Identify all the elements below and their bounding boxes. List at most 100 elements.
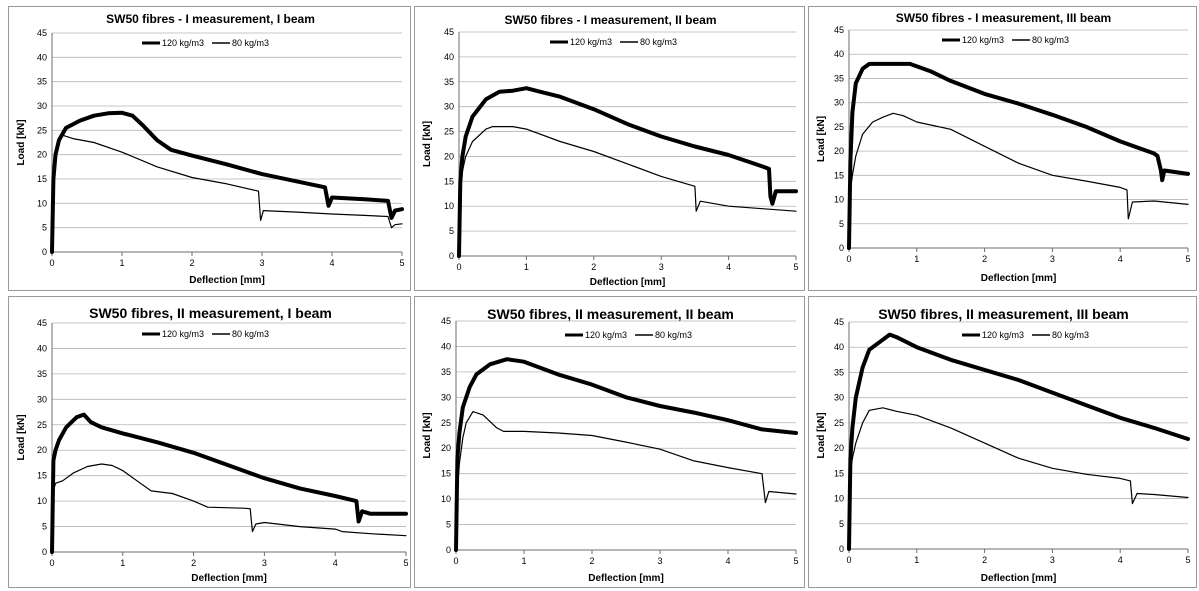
legend-label: 120 kg/m3 — [162, 38, 204, 48]
y-tick-label: 25 — [441, 418, 451, 428]
x-tick-label: 2 — [982, 254, 987, 264]
y-tick-label: 45 — [834, 25, 844, 35]
x-tick-label: 5 — [403, 558, 408, 568]
chart-5: SW50 fibres, II measurement, II beam0510… — [422, 306, 799, 584]
x-tick-label: 3 — [659, 262, 664, 272]
series-line-80 — [458, 126, 797, 257]
y-tick-label: 35 — [834, 73, 844, 83]
legend-label: 80 kg/m3 — [1052, 330, 1089, 340]
y-tick-label: 40 — [444, 52, 454, 62]
series-line-80 — [51, 134, 403, 253]
y-tick-label: 10 — [834, 195, 844, 205]
series-line-120 — [50, 110, 404, 254]
chart-title: SW50 fibres, II measurement, II beam — [487, 306, 734, 322]
chart-panel-5: SW50 fibres, II measurement, II beam 0 5 10… — [414, 296, 805, 588]
y-tick-label: 15 — [441, 469, 451, 479]
x-tick-label: 0 — [49, 558, 54, 568]
x-tick-label: 0 — [846, 254, 851, 264]
chart-title: SW50 fibres - I measurement, III beam — [896, 11, 1111, 25]
x-tick-label: 0 — [456, 262, 461, 272]
x-tick-label: 4 — [1118, 254, 1123, 264]
series-line-80 — [455, 411, 797, 551]
y-tick-label: 40 — [37, 52, 47, 62]
y-tick-label: 20 — [37, 150, 47, 160]
y-tick-label: 45 — [37, 318, 47, 328]
y-axis-label: Load [kN] — [422, 412, 433, 458]
y-tick-label: 10 — [37, 496, 47, 506]
x-tick-label: 1 — [521, 556, 526, 566]
x-tick-label: 2 — [589, 556, 594, 566]
y-tick-label: 30 — [37, 101, 47, 111]
y-tick-label: 20 — [444, 151, 454, 161]
x-tick-label: 1 — [119, 258, 124, 268]
y-tick-label: 5 — [42, 223, 47, 233]
series-line-120 — [457, 86, 798, 258]
legend-label: 120 kg/m3 — [962, 35, 1004, 45]
x-tick-label: 2 — [189, 258, 194, 268]
y-tick-label: 10 — [37, 198, 47, 208]
x-axis-label: Deflection [mm] — [191, 573, 267, 584]
y-tick-label: 45 — [444, 27, 454, 37]
x-tick-label: 0 — [453, 556, 458, 566]
y-tick-label: 45 — [834, 317, 844, 327]
y-tick-label: 30 — [444, 102, 454, 112]
y-tick-label: 30 — [37, 394, 47, 404]
y-tick-label: 20 — [834, 443, 844, 453]
x-tick-label: 1 — [120, 558, 125, 568]
y-tick-label: 30 — [834, 98, 844, 108]
y-tick-label: 35 — [37, 77, 47, 87]
x-tick-label: 4 — [726, 262, 731, 272]
y-tick-label: 40 — [834, 49, 844, 59]
series-line-80 — [848, 407, 1189, 550]
y-tick-label: 40 — [441, 341, 451, 351]
x-tick-label: 4 — [329, 258, 334, 268]
chart-1: SW50 fibres - I measurement, I beam05101… — [16, 12, 405, 286]
y-tick-label: 35 — [834, 367, 844, 377]
y-axis-label: Load [kN] — [816, 412, 827, 458]
series-line-80 — [51, 463, 407, 553]
chart-title: SW50 fibres, II measurement, I beam — [89, 305, 332, 321]
x-tick-label: 5 — [793, 556, 798, 566]
chart-4: SW50 fibres, II measurement, I beam 0 5 10 1… — [16, 305, 409, 584]
x-tick-label: 5 — [399, 258, 404, 268]
x-tick-label: 2 — [191, 558, 196, 568]
x-tick-label: 4 — [725, 556, 730, 566]
y-tick-label: 5 — [839, 219, 844, 229]
series-line-120 — [454, 357, 798, 552]
legend-label: 80 kg/m3 — [1032, 35, 1069, 45]
x-tick-label: 2 — [982, 555, 987, 565]
y-tick-label: 15 — [37, 174, 47, 184]
x-axis-label: Deflection [mm] — [981, 573, 1057, 584]
chart-title: SW50 fibres - I measurement, I beam — [106, 12, 315, 26]
y-tick-label: 25 — [834, 122, 844, 132]
y-tick-label: 30 — [834, 393, 844, 403]
chart-title: SW50 fibres, II measurement, III beam — [878, 306, 1129, 322]
y-tick-label: 25 — [444, 127, 454, 137]
x-tick-label: 5 — [1185, 254, 1190, 264]
y-tick-label: 0 — [42, 247, 47, 257]
y-tick-label: 15 — [834, 468, 844, 478]
y-tick-label: 40 — [834, 342, 844, 352]
y-tick-label: 5 — [449, 226, 454, 236]
y-tick-label: 0 — [446, 545, 451, 555]
y-tick-label: 40 — [37, 343, 47, 353]
y-tick-label: 5 — [839, 519, 844, 529]
chart-panel-2: SW50 fibres - I measurement, II beam 0 5 10… — [414, 6, 805, 291]
y-tick-label: 25 — [37, 125, 47, 135]
y-tick-label: 45 — [37, 28, 47, 38]
x-tick-label: 0 — [846, 555, 851, 565]
y-tick-label: 25 — [834, 418, 844, 428]
legend-label: 80 kg/m3 — [232, 38, 269, 48]
x-tick-label: 0 — [49, 258, 54, 268]
y-axis-label: Load [kN] — [16, 119, 27, 165]
y-tick-label: 0 — [839, 243, 844, 253]
x-tick-label: 3 — [1050, 555, 1055, 565]
chart-title: SW50 fibres - I measurement, II beam — [504, 13, 716, 27]
x-tick-label: 4 — [1118, 555, 1123, 565]
y-tick-label: 45 — [441, 316, 451, 326]
x-tick-label: 3 — [657, 556, 662, 566]
legend-label: 80 kg/m3 — [232, 329, 269, 339]
y-tick-label: 15 — [37, 471, 47, 481]
y-tick-label: 20 — [441, 443, 451, 453]
y-tick-label: 5 — [446, 520, 451, 530]
